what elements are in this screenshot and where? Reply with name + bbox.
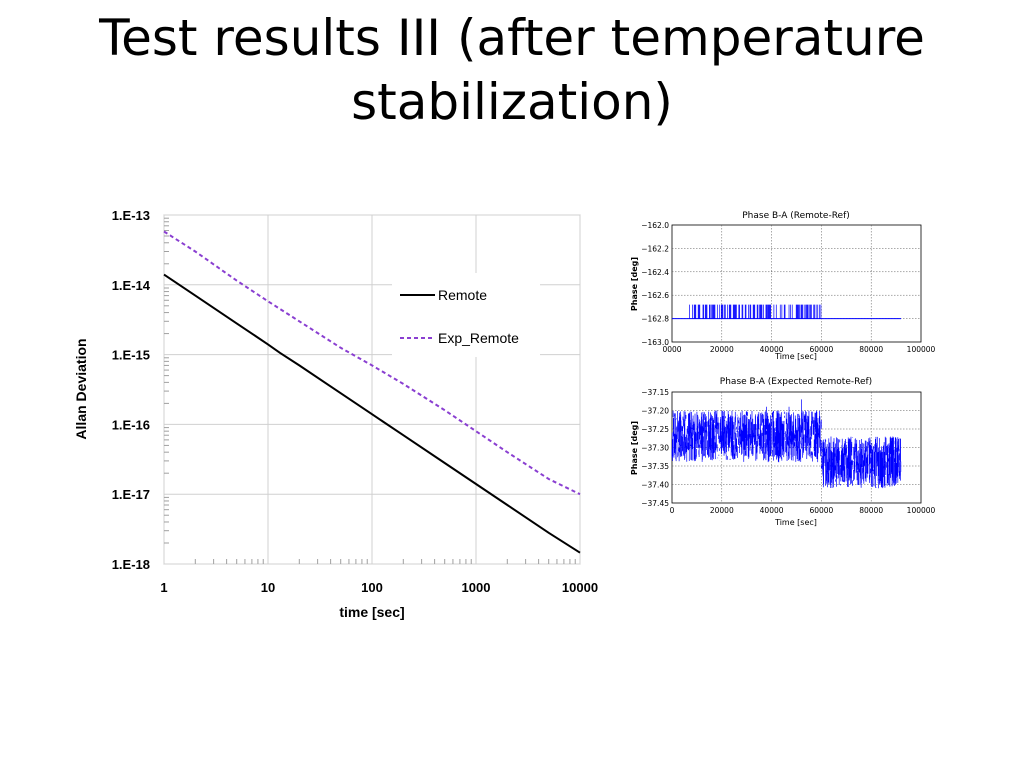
allan-series-exp-remote	[163, 230, 581, 496]
allan-series-lines	[163, 230, 581, 554]
allan-deviation-chart: 1.E-18 1.E-17 1.E-16 1.E-15 1.E-14 1.E-13 1 10…	[73, 208, 598, 620]
phase2-y-tick-label: −37.15	[641, 388, 669, 397]
phase-expected-remote-ref-chart: Phase B-A (Expected Remote-Ref) −37.15−3…	[630, 377, 936, 527]
allan-x-tick-label: 1	[160, 580, 167, 595]
phase2-noise-trace	[671, 399, 902, 489]
phase1-y-tick-label: −162.4	[641, 268, 669, 277]
allan-y-axis-label: Allan Deviation	[73, 338, 89, 439]
phase1-y-tick-label: −163.0	[641, 338, 669, 347]
legend-exp-remote-label: Exp_Remote	[438, 330, 519, 346]
phase1-x-axis-label: Time [sec]	[774, 352, 817, 361]
slide-title-line-2: stabilization)	[351, 73, 673, 131]
phase1-x-tick-label: 100000	[907, 345, 936, 354]
phase2-y-tick-label: −37.40	[641, 481, 669, 490]
phase1-y-tick-label: −162.2	[641, 244, 669, 253]
phase1-y-tick-label: −162.6	[641, 291, 669, 300]
phase2-y-tick-label: −37.20	[641, 407, 669, 416]
allan-x-tick-label: 10	[261, 580, 275, 595]
allan-x-axis-label: time [sec]	[339, 604, 404, 620]
phase1-trace	[672, 304, 902, 320]
phase2-y-tick-label: −37.25	[641, 425, 669, 434]
allan-y-tick-label: 1.E-15	[112, 348, 150, 363]
phase2-x-tick-label: 60000	[809, 506, 833, 515]
allan-series-remote	[163, 273, 581, 554]
phase2-y-ticks: −37.15 −37.20 −37.25 −37.30 −37.35 −37.40 −37.…	[641, 388, 669, 508]
phase1-y-axis-label: Phase [deg]	[630, 257, 639, 311]
phase2-x-tick-label: 100000	[907, 506, 936, 515]
phase1-x-tick-label: 0000	[662, 345, 681, 354]
allan-y-ticks: 1.E-18 1.E-17 1.E-16 1.E-15 1.E-14 1.E-13	[112, 208, 151, 572]
phase2-x-ticks: 0 20000 40000 60000 80000 100000	[670, 506, 936, 515]
phase1-x-tick-label: 60000	[809, 345, 833, 354]
allan-x-tick-label: 1000	[462, 580, 491, 595]
phase2-x-axis-label: Time [sec]	[774, 518, 817, 527]
phase1-y-ticks: −162.0 −162.2 −162.4 −162.6 −162.8 −163.0	[641, 221, 669, 347]
phase2-y-tick-label: −37.30	[641, 444, 669, 453]
allan-y-tick-label: 1.E-16	[112, 417, 150, 432]
slide-title-line-1: Test results III (after temperature	[99, 9, 925, 67]
phase2-x-tick-label: 0	[670, 506, 675, 515]
allan-x-ticks: 1 10 100 1000 10000	[160, 580, 598, 595]
phase1-x-tick-label: 80000	[859, 345, 883, 354]
phase1-x-tick-label: 20000	[710, 345, 734, 354]
phase1-y-tick-label: −162.0	[641, 221, 669, 230]
phase2-y-axis-label: Phase [deg]	[630, 421, 639, 475]
allan-legend: Remote Exp_Remote	[392, 273, 540, 357]
phase1-x-tick-label: 40000	[760, 345, 784, 354]
phase2-y-tick-label: −37.45	[641, 499, 669, 508]
allan-x-tick-label: 10000	[562, 580, 598, 595]
phase2-x-tick-label: 20000	[710, 506, 734, 515]
legend-remote-label: Remote	[438, 287, 487, 303]
allan-y-tick-label: 1.E-17	[112, 487, 150, 502]
phase2-x-tick-label: 80000	[859, 506, 883, 515]
phase2-trace	[671, 399, 902, 489]
allan-y-tick-label: 1.E-13	[112, 208, 150, 223]
slide-title: Test results III (after temperature stab…	[40, 6, 984, 134]
allan-x-tick-label: 100	[361, 580, 383, 595]
phase-remote-ref-chart: Phase B-A (Remote-Ref) −162.0−162.2−162.…	[630, 211, 936, 361]
allan-y-tick-label: 1.E-18	[112, 557, 150, 572]
phase1-x-ticks: 0000 20000 40000 60000 80000 100000	[662, 345, 935, 354]
phase1-spikes	[689, 304, 822, 319]
allan-legend-box	[392, 273, 540, 357]
phase1-plot-area	[671, 224, 922, 343]
phase2-title: Phase B-A (Expected Remote-Ref)	[720, 377, 872, 387]
allan-grid	[163, 214, 581, 565]
phase1-y-tick-label: −162.8	[641, 315, 669, 324]
phase2-x-tick-label: 40000	[760, 506, 784, 515]
phase1-title: Phase B-A (Remote-Ref)	[742, 211, 850, 221]
allan-y-tick-label: 1.E-14	[112, 278, 151, 293]
phase2-y-tick-label: −37.35	[641, 462, 669, 471]
